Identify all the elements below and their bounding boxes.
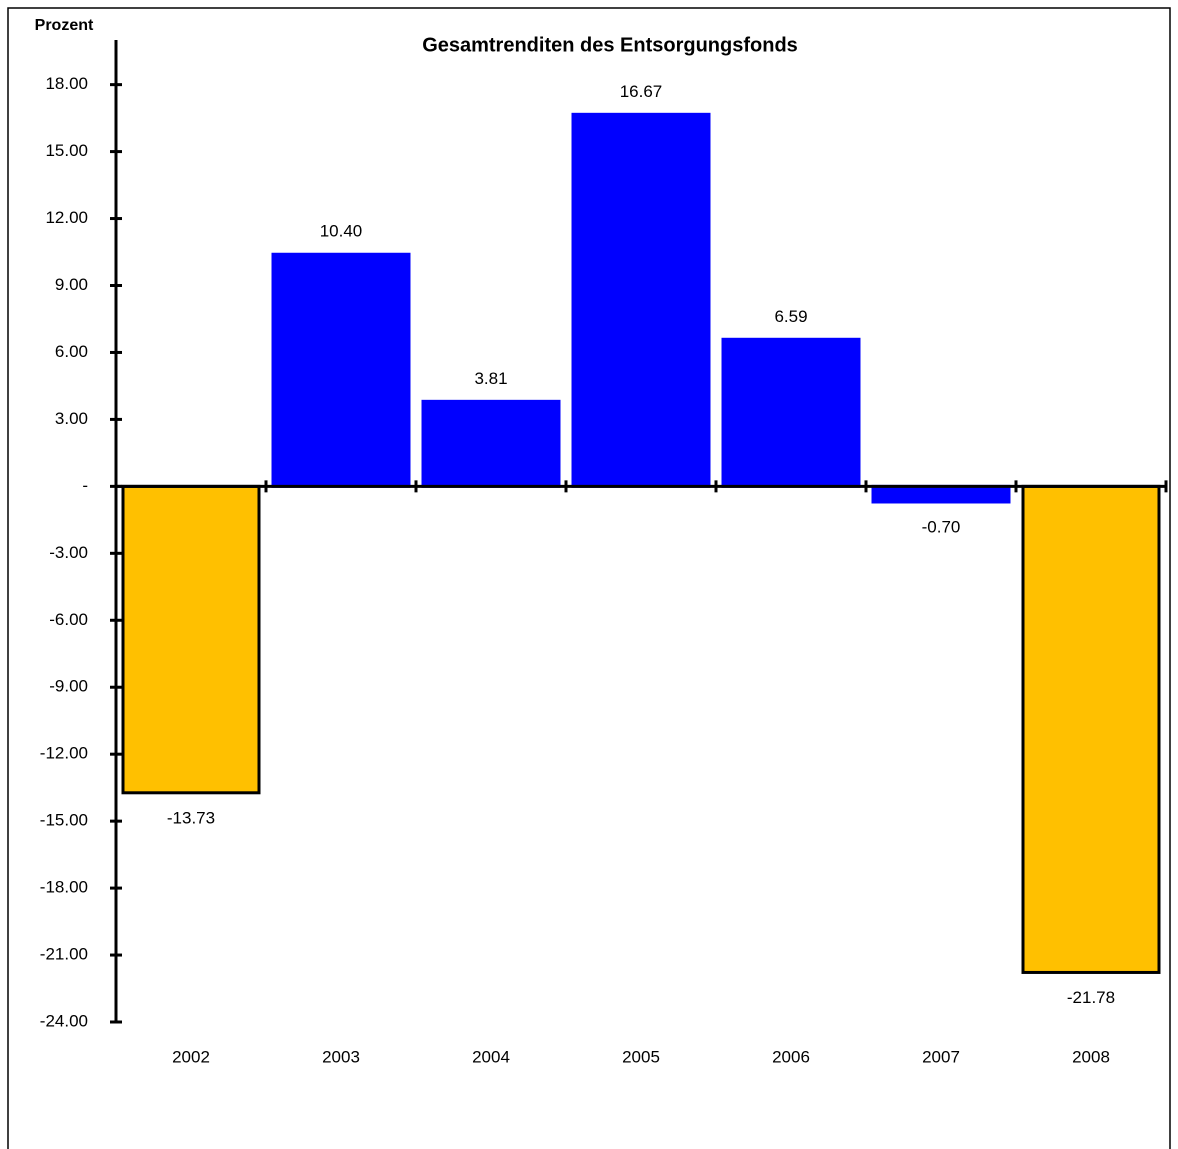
chart-title: Gesamtrenditen des Entsorgungsfonds — [422, 34, 798, 56]
value-label: 10.40 — [320, 222, 363, 241]
value-label: -0.70 — [922, 517, 961, 536]
y-tick-label: 9.00 — [55, 275, 88, 294]
y-tick-label: -6.00 — [49, 610, 88, 629]
value-label: 3.81 — [474, 369, 507, 388]
bar — [721, 337, 861, 488]
y-tick-label: 6.00 — [55, 342, 88, 361]
value-label: 6.59 — [774, 307, 807, 326]
x-tick-label: 2006 — [772, 1047, 810, 1066]
y-tick-label: -24.00 — [40, 1011, 88, 1030]
value-label: 16.67 — [620, 82, 663, 101]
x-tick-label: 2004 — [472, 1047, 510, 1066]
x-tick-label: 2005 — [622, 1047, 660, 1066]
y-tick-label: -3.00 — [49, 543, 88, 562]
y-tick-label: -21.00 — [40, 945, 88, 964]
x-tick-label: 2008 — [1072, 1047, 1110, 1066]
bar — [121, 484, 261, 795]
y-tick-label: -15.00 — [40, 811, 88, 830]
bar — [421, 399, 561, 488]
y-tick-label: - — [82, 476, 88, 495]
y-tick-label: 3.00 — [55, 409, 88, 428]
bar — [871, 484, 1011, 504]
y-tick-label: -18.00 — [40, 878, 88, 897]
bar — [571, 112, 711, 488]
value-label: -13.73 — [167, 808, 215, 827]
bar — [1021, 484, 1161, 974]
y-tick-label: 18.00 — [45, 74, 88, 93]
x-tick-label: 2007 — [922, 1047, 960, 1066]
chart-frame — [7, 7, 1171, 1149]
x-tick-label: 2003 — [322, 1047, 360, 1066]
y-axis-label: Prozent — [35, 17, 94, 34]
y-tick-label: 12.00 — [45, 208, 88, 227]
y-tick-label: -9.00 — [49, 677, 88, 696]
y-tick-label: -12.00 — [40, 744, 88, 763]
bar — [271, 252, 411, 488]
x-tick-label: 2002 — [172, 1047, 210, 1066]
y-tick-label: 15.00 — [45, 141, 88, 160]
value-label: -21.78 — [1067, 988, 1115, 1007]
